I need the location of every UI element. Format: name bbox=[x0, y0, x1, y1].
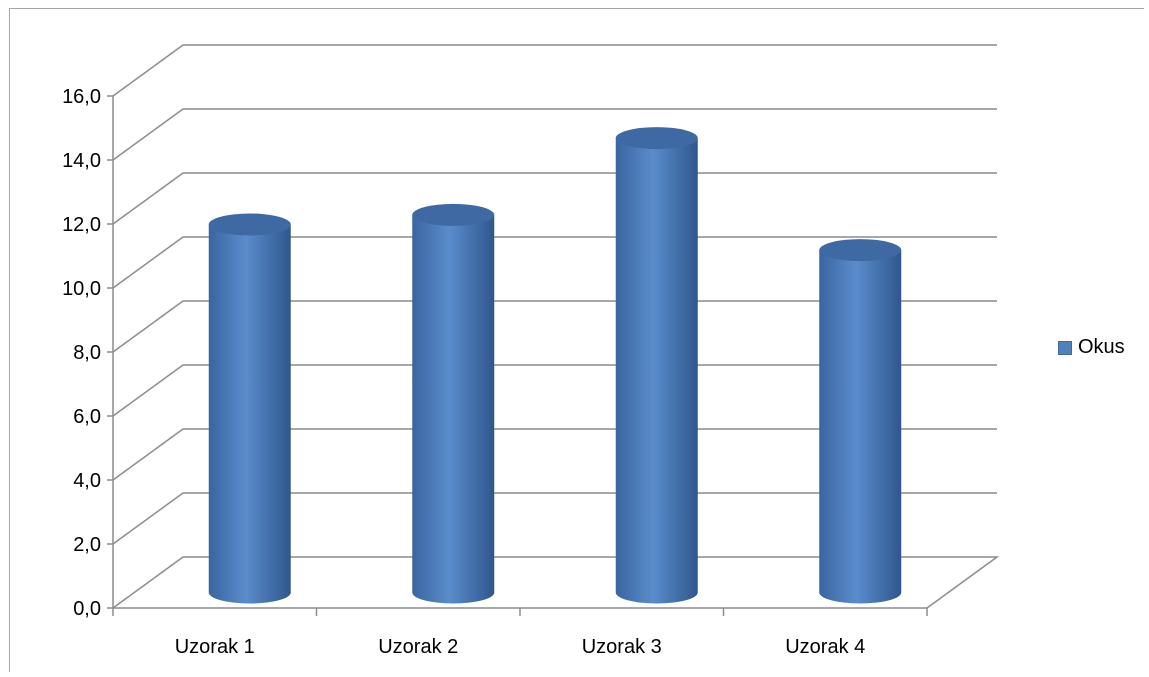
bar-top bbox=[412, 203, 495, 226]
gridline bbox=[112, 44, 997, 97]
chart-frame bbox=[9, 8, 1144, 672]
y-tick-label: 2,0 bbox=[73, 534, 101, 556]
bar bbox=[208, 213, 291, 604]
bar-body bbox=[208, 224, 291, 604]
x-category-label: Uzorak 3 bbox=[582, 636, 662, 658]
legend-swatch-okus bbox=[1058, 340, 1072, 355]
gridline bbox=[112, 236, 997, 289]
gridline bbox=[112, 300, 997, 353]
bar-top bbox=[615, 127, 698, 150]
y-tick-label: 4,0 bbox=[73, 470, 101, 492]
y-tick-label: 10,0 bbox=[62, 278, 101, 300]
bar bbox=[412, 203, 495, 604]
bar bbox=[819, 239, 902, 604]
legend: Okus bbox=[1058, 336, 1125, 359]
gridline bbox=[112, 428, 997, 481]
bar-body bbox=[615, 138, 698, 604]
bar-body bbox=[412, 214, 495, 604]
y-tick-label: 16,0 bbox=[62, 86, 101, 108]
y-axis-tick-labels: 0,0 2,0 4,0 6,0 8,0 10,0 12,0 14,0 16,0 bbox=[62, 86, 101, 620]
x-category-label: Uzorak 2 bbox=[378, 636, 458, 658]
y-tick-label: 12,0 bbox=[62, 214, 101, 236]
y-tick-label: 0,0 bbox=[73, 598, 101, 620]
chart-walls bbox=[107, 44, 1000, 616]
x-category-label: Uzorak 4 bbox=[785, 636, 865, 658]
x-axis-category-labels: Uzorak 1 Uzorak 2 Uzorak 3 Uzorak 4 bbox=[175, 636, 866, 658]
gridline bbox=[112, 364, 997, 417]
y-tick-label: 8,0 bbox=[73, 342, 101, 364]
bar-body bbox=[819, 250, 902, 604]
bar bbox=[615, 127, 698, 604]
y-tick-label: 6,0 bbox=[73, 406, 101, 428]
bars bbox=[208, 127, 902, 604]
x-category-label: Uzorak 1 bbox=[175, 636, 255, 658]
floor-outline bbox=[112, 556, 1000, 609]
bar-top bbox=[208, 213, 291, 236]
gridline bbox=[112, 492, 997, 545]
bar-top bbox=[819, 239, 902, 262]
legend-label-okus: Okus bbox=[1078, 336, 1125, 358]
y-tick-label: 14,0 bbox=[62, 150, 101, 172]
gridline bbox=[112, 108, 997, 161]
gridline bbox=[112, 172, 997, 225]
